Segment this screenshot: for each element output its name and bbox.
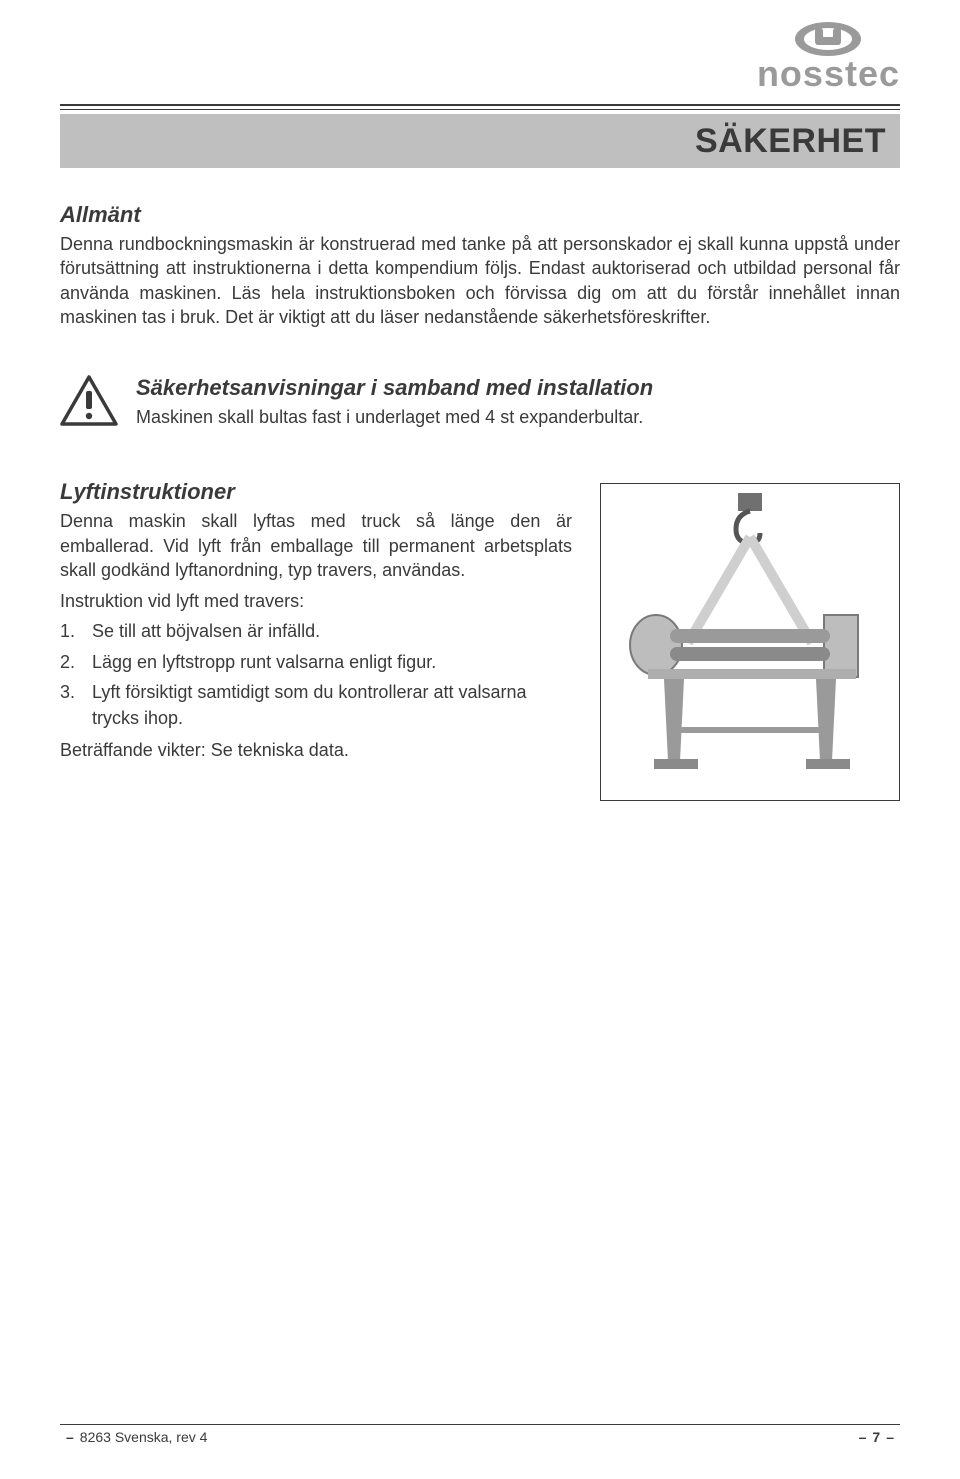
section-lift: Lyftinstruktioner Denna maskin skall lyf… — [60, 479, 572, 801]
banner-title: SÄKERHET — [695, 122, 886, 161]
section-banner: SÄKERHET — [60, 114, 900, 168]
list-item: 1.Se till att böjvalsen är infälld. — [60, 618, 572, 644]
paragraph-lift-intro: Denna maskin skall lyftas med truck så l… — [60, 509, 572, 582]
section-safety-install: Säkerhetsanvisningar i samband med insta… — [60, 375, 900, 429]
list-item-text: Lyft försiktigt samtidigt som du kontrol… — [92, 679, 572, 731]
heading-lift: Lyftinstruktioner — [60, 479, 572, 505]
heading-safety-install: Säkerhetsanvisningar i samband med insta… — [136, 375, 653, 401]
subheading-lift: Instruktion vid lyft med travers: — [60, 588, 572, 614]
list-item: 3.Lyft försiktigt samtidigt som du kontr… — [60, 679, 572, 731]
footer-doc-id: 8263 Svenska, rev 4 — [80, 1429, 208, 1445]
brand-name: nosstec — [757, 56, 900, 92]
paragraph-lift-after: Beträffande vikter: Se tekniska data. — [60, 737, 572, 763]
list-item-text: Lägg en lyftstropp runt valsarna enligt … — [92, 649, 572, 675]
paragraph-general: Denna rundbockningsmaskin är konstruerad… — [60, 232, 900, 329]
section-general: Allmänt Denna rundbockningsmaskin är kon… — [60, 202, 900, 329]
footer-dash-icon: – — [859, 1429, 867, 1445]
list-item-text: Se till att böjvalsen är infälld. — [92, 618, 572, 644]
warning-icon — [60, 375, 118, 427]
heading-general: Allmänt — [60, 202, 900, 228]
footer-page-number: 7 — [872, 1429, 880, 1445]
lift-steps-list: 1.Se till att böjvalsen är infälld. 2.Lä… — [60, 618, 572, 730]
brand-logo: nosstec — [757, 20, 900, 92]
footer-dash-icon: – — [886, 1429, 894, 1445]
footer-dash-icon: – — [66, 1429, 74, 1445]
lift-figure — [600, 483, 900, 801]
list-item: 2.Lägg en lyftstropp runt valsarna enlig… — [60, 649, 572, 675]
page-footer: – 8263 Svenska, rev 4 – 7 – — [60, 1424, 900, 1445]
paragraph-safety-install: Maskinen skall bultas fast i underlaget … — [136, 405, 653, 429]
